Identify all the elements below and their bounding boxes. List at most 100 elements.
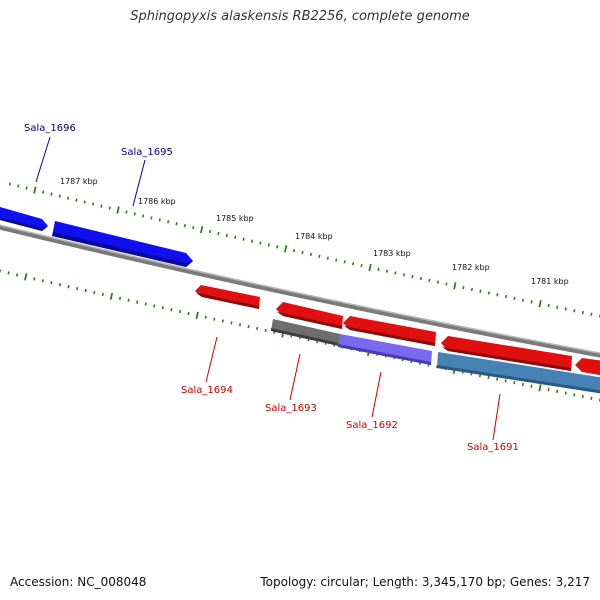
outer-tick-ring	[8, 182, 600, 318]
outer-tick	[556, 305, 559, 309]
outer-tick	[326, 256, 329, 260]
inner-tick	[487, 375, 490, 380]
outer-tick	[504, 294, 508, 299]
outer-tick	[234, 235, 237, 239]
feature-steelblue	[437, 352, 600, 394]
outer-tick	[183, 224, 187, 228]
outer-tick	[91, 202, 95, 206]
outer-tick	[167, 220, 170, 224]
gene-next-reverse[interactable]	[575, 358, 600, 376]
gene-sala-1692[interactable]	[343, 316, 436, 346]
outer-tick	[573, 309, 576, 313]
inner-tick	[590, 396, 593, 400]
outer-tick	[538, 300, 542, 308]
inner-tick	[256, 326, 259, 331]
outer-tick	[25, 186, 28, 190]
genome-backbone	[0, 224, 600, 358]
outer-tick	[208, 229, 212, 234]
inner-tick	[195, 311, 199, 319]
gene-sala-1694[interactable]	[195, 285, 260, 309]
scale-label-1784: 1784 kbp	[295, 232, 333, 241]
outer-tick	[242, 237, 245, 241]
genome-backbone-highlight	[0, 224, 600, 354]
outer-tick	[292, 248, 296, 253]
outer-tick	[250, 239, 254, 243]
inner-tick	[153, 304, 156, 308]
inner-tick	[264, 328, 267, 332]
leader-sala-1694	[205, 336, 218, 383]
outer-tick	[453, 282, 457, 290]
gene-label-sala-1691: Sala_1691	[467, 442, 519, 453]
inner-tick	[230, 321, 233, 325]
outer-tick	[343, 260, 346, 264]
inner-tick	[547, 388, 550, 392]
outer-tick	[462, 285, 465, 290]
inner-tick	[564, 391, 567, 395]
inner-tick	[101, 292, 104, 297]
inner-tick	[504, 379, 507, 383]
outer-tick	[192, 225, 195, 230]
gene-label-sala-1694: Sala_1694	[181, 385, 233, 396]
inner-tick	[521, 382, 524, 387]
inner-tick	[221, 319, 224, 323]
outer-tick	[42, 190, 45, 194]
map-title: Sphingopyxis alaskensis RB2256, complete…	[130, 9, 470, 24]
gene-sala-1693[interactable]	[276, 302, 343, 329]
feature-gray	[271, 319, 340, 346]
outer-tick	[158, 218, 161, 222]
outer-tick	[150, 216, 153, 220]
topology-text: Topology: circular; Length: 3,345,170 bp…	[260, 575, 590, 589]
outer-tick	[50, 192, 53, 196]
scale-label-1787: 1787 kbp	[60, 177, 98, 186]
inner-tick	[530, 384, 533, 388]
gene-sala-1691[interactable]	[441, 336, 572, 371]
scale-label-1786: 1786 kbp	[138, 197, 176, 206]
inner-tick	[109, 292, 114, 300]
inner-tick	[573, 393, 576, 397]
outer-tick	[377, 267, 380, 271]
scale-label-1783: 1783 kbp	[373, 249, 411, 258]
outer-tick	[17, 184, 20, 188]
leader-sala-1691	[492, 393, 501, 441]
inner-tick	[496, 377, 499, 381]
feature-purple	[338, 334, 432, 365]
outer-tick	[175, 222, 178, 226]
outer-tick	[470, 287, 473, 292]
outer-tick	[267, 243, 270, 247]
outer-tick	[335, 258, 338, 262]
inner-tick	[41, 279, 44, 283]
outer-tick	[368, 263, 372, 272]
outer-tick	[411, 275, 414, 279]
outer-tick	[513, 296, 516, 300]
scale-label-1781: 1781 kbp	[531, 277, 569, 286]
inner-tick	[204, 315, 207, 319]
gene-label-sala-1695: Sala_1695	[121, 147, 173, 158]
outer-tick	[436, 280, 439, 284]
inner-tick	[67, 285, 70, 289]
outer-tick	[402, 273, 406, 277]
accession-text: Accession: NC_008048	[10, 575, 147, 589]
outer-tick	[66, 196, 70, 200]
inner-tick	[178, 309, 182, 314]
outer-tick	[530, 300, 533, 304]
gene-sala-1696[interactable]	[0, 207, 48, 231]
gene-sala-1695[interactable]	[52, 221, 193, 267]
scale-label-1785: 1785 kbp	[216, 214, 254, 223]
outer-tick	[445, 282, 448, 286]
inner-tick	[76, 286, 79, 291]
inner-tick	[187, 311, 190, 316]
outer-tick	[581, 310, 584, 315]
outer-tick	[33, 186, 37, 194]
outer-tick	[318, 254, 321, 258]
inner-tick	[33, 277, 36, 281]
outer-tick	[487, 291, 491, 295]
inner-tick	[127, 298, 130, 302]
outer-tick	[352, 262, 355, 266]
outer-tick	[385, 269, 389, 273]
outer-tick	[590, 312, 593, 316]
outer-tick	[83, 200, 86, 204]
inner-tick	[84, 288, 87, 293]
inner-tick	[247, 324, 250, 329]
outer-tick	[419, 276, 422, 281]
leader-sala-1693	[289, 353, 301, 401]
